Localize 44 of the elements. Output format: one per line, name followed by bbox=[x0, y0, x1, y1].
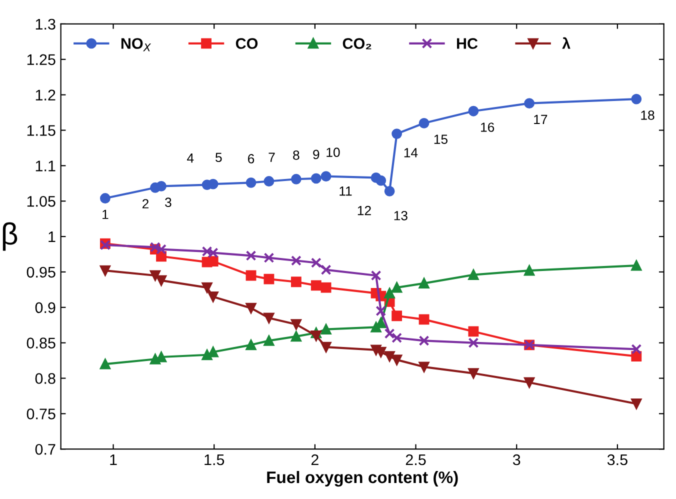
y-tick-label: 1.2 bbox=[36, 90, 56, 100]
x-tick-label: 2 bbox=[311, 454, 318, 466]
annotation: 11 bbox=[340, 186, 352, 196]
legend-label: CO₂ bbox=[342, 38, 372, 50]
x-tick-label: 3 bbox=[512, 454, 520, 466]
annotation: 14 bbox=[404, 148, 418, 158]
legend-label: λ bbox=[562, 37, 570, 49]
annotation: 9 bbox=[313, 150, 320, 160]
y-tick-label: 0.8 bbox=[35, 373, 56, 384]
y-tick-label: 0.9 bbox=[35, 302, 56, 314]
y-tick-label: 1 bbox=[48, 232, 56, 242]
annotation: 15 bbox=[434, 134, 448, 144]
annotation: 16 bbox=[481, 122, 494, 132]
x-tick-label: 2.5 bbox=[406, 454, 426, 466]
annotation: 12 bbox=[358, 206, 371, 216]
annotation: 7 bbox=[268, 152, 275, 162]
legend-label: HC bbox=[457, 38, 478, 49]
annotation: 10 bbox=[326, 148, 340, 158]
annotation: 5 bbox=[216, 152, 222, 162]
y-tick-label: 0.7 bbox=[35, 444, 56, 455]
annotation: 8 bbox=[293, 150, 300, 160]
x-tick-label: 1 bbox=[110, 454, 117, 466]
annotation: 1 bbox=[102, 210, 108, 219]
y-tick-label: 0.95 bbox=[26, 266, 56, 278]
legend-label: NO$_{X}$ bbox=[121, 38, 152, 52]
y-axis-title: β bbox=[2, 222, 18, 251]
annotation: 18 bbox=[641, 110, 654, 120]
legend-label: CO bbox=[236, 38, 258, 49]
x-tick-label: 3.5 bbox=[607, 454, 628, 466]
annotation: 2 bbox=[142, 199, 149, 208]
y-tick-label: 1.05 bbox=[27, 196, 56, 207]
y-tick-label: 0.85 bbox=[26, 338, 56, 348]
annotation: 4 bbox=[187, 154, 194, 163]
y-tick-label: 1.3 bbox=[36, 18, 56, 30]
x-axis-title: Fuel oxygen content (%) bbox=[267, 470, 458, 487]
annotation: 13 bbox=[394, 210, 408, 220]
y-tick-label: 0.75 bbox=[26, 408, 56, 420]
annotation: 3 bbox=[165, 198, 172, 208]
y-tick-label: 1.25 bbox=[27, 54, 56, 66]
x-tick-label: 1.5 bbox=[204, 454, 224, 466]
y-tick-label: 1.1 bbox=[36, 160, 56, 172]
y-tick-label: 1.15 bbox=[27, 125, 56, 136]
annotation: 6 bbox=[248, 154, 254, 164]
annotation: 17 bbox=[534, 114, 548, 124]
